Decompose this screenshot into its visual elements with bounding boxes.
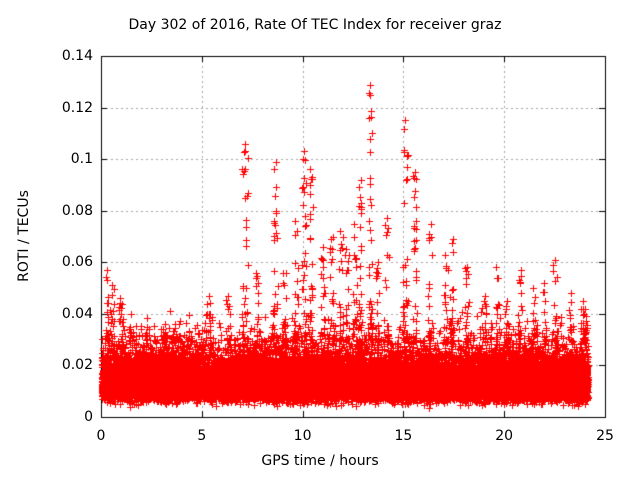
- y-tick-label: 0: [84, 409, 93, 425]
- y-tick-label: 0.12: [61, 99, 93, 116]
- x-tick-label: 20: [495, 428, 514, 444]
- x-tick-label: 0: [96, 428, 106, 444]
- x-tick-label: 25: [596, 428, 614, 444]
- y-tick-label: 0.14: [61, 48, 93, 64]
- y-axis-label: ROTI / TECUs: [16, 190, 32, 282]
- y-tick-label: 0.02: [61, 357, 93, 374]
- y-tick-label: 0.08: [61, 202, 93, 219]
- x-tick-label: 15: [394, 428, 413, 444]
- y-tick-label: 0.1: [70, 151, 93, 168]
- x-axis-label: GPS time / hours: [261, 453, 379, 469]
- y-tick-label: 0.04: [61, 305, 93, 322]
- y-tick-label: 0.06: [61, 254, 93, 271]
- x-tick-label: 5: [197, 428, 207, 444]
- chart-title: Day 302 of 2016, Rate Of TEC Index for r…: [128, 17, 502, 33]
- x-tick-label: 10: [293, 428, 312, 444]
